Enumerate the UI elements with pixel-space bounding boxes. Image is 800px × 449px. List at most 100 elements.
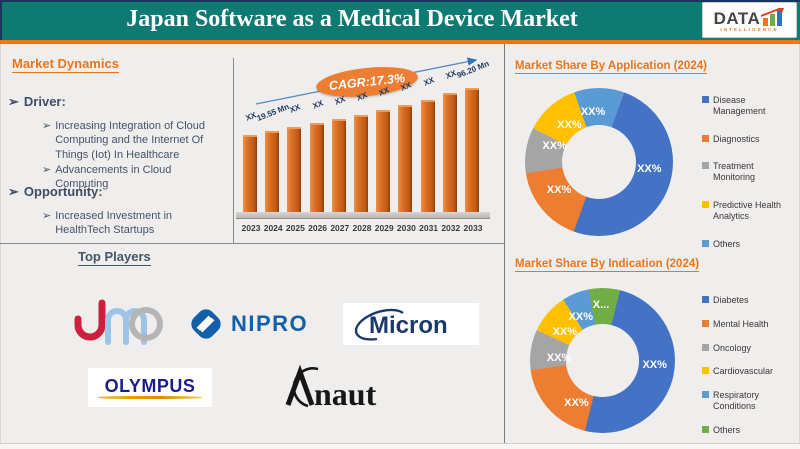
legend-swatch — [702, 200, 709, 208]
bar — [287, 127, 302, 218]
legend-item: Disease Management — [702, 95, 798, 117]
opportunity-points: ➢ Increased Investment in HealthTech Sta… — [42, 209, 224, 239]
bullet-icon: ➢ — [8, 184, 19, 199]
anaut-logo-icon: naut — [285, 364, 377, 412]
donut-slice-label: XX% — [637, 163, 662, 176]
driver-label: Driver: — [23, 94, 66, 109]
bar-year-label: 2026 — [308, 223, 328, 233]
bar-year-label: 2024 — [263, 223, 283, 233]
bar-group-2029: XX 2029 — [373, 60, 395, 233]
anaut-logo: naut — [264, 360, 379, 417]
bar-year-label: 2029 — [374, 223, 394, 233]
olympus-swoosh-icon — [98, 395, 202, 399]
olympus-wordmark: OLYMPUS — [104, 375, 196, 396]
bar-year-label: 2033 — [463, 223, 483, 233]
donut-slice-label: X... — [592, 299, 610, 312]
donut-slice-label: XX% — [642, 358, 667, 371]
legend-swatch — [702, 96, 709, 103]
legend-item: Diagnostics — [702, 134, 798, 145]
legend-item: Respiratory Conditions — [702, 390, 798, 412]
indication-share-title: Market Share By Indication (2024) — [515, 258, 700, 272]
legend-swatch — [702, 296, 709, 303]
legend-swatch — [702, 391, 709, 399]
divider-horizontal — [0, 243, 505, 244]
bar — [354, 115, 368, 218]
legend-swatch — [702, 239, 709, 247]
donut-slice-label: XX% — [564, 396, 589, 409]
legend-label: Cardiovascular — [713, 366, 774, 377]
bar — [309, 123, 324, 218]
logo-wordmark: DATA — [713, 9, 761, 28]
legend-swatch — [702, 134, 709, 142]
bar — [243, 135, 257, 218]
legend-label: Mental Health — [713, 318, 769, 329]
bar — [376, 110, 391, 218]
bar-year-label: 2023 — [241, 223, 261, 233]
bar-group-2032: XX 2032 — [440, 60, 462, 233]
svg-text:Micron: Micron — [369, 312, 448, 339]
jmdc-logo-icon — [74, 299, 163, 345]
nipro-logo: NIPRO — [188, 306, 308, 342]
header: Japan Software as a Medical Device Marke… — [0, 0, 800, 40]
donut-slice-label: XX% — [542, 139, 567, 152]
bar-year-label: 2031 — [419, 223, 439, 233]
driver-heading: ➢ Driver: — [8, 94, 66, 110]
legend-item: Others — [702, 239, 798, 250]
bar-group-2031: XX 2031 — [418, 60, 440, 233]
driver-point-text: Increasing Integration of Cloud Computin… — [55, 120, 206, 161]
legend-swatch — [702, 425, 709, 433]
legend-swatch — [702, 343, 709, 351]
page-title: Japan Software as a Medical Device Marke… — [126, 6, 578, 32]
legend-item: Cardiovascular — [702, 366, 798, 377]
bar-group-2025: XX 2025 — [284, 60, 306, 233]
bar-year-label: 2025 — [285, 223, 305, 233]
nipro-wordmark: NIPRO — [231, 311, 309, 336]
divider-vertical-left — [233, 58, 234, 243]
bar-year-label: 2030 — [396, 223, 416, 233]
bar-group-2026: XX 2026 — [307, 60, 329, 233]
application-donut: XX% XX% XX% XX% XX% — [525, 88, 673, 236]
chart-floor — [236, 212, 490, 219]
legend-item: Oncology — [702, 343, 798, 354]
opportunity-label: Opportunity: — [23, 184, 103, 199]
donut-slice-label: XX% — [546, 184, 572, 197]
indication-legend: Diabetes Mental Health Oncology Cardiova… — [702, 295, 798, 436]
legend-item: Others — [702, 425, 798, 436]
datam-logo: DATA INTELLIGENCE — [702, 2, 797, 38]
bar — [442, 93, 457, 218]
opportunity-point: ➢ Increased Investment in HealthTech Sta… — [42, 209, 224, 238]
bar — [398, 105, 413, 218]
driver-point: ➢ Advancements in Cloud Computing — [42, 163, 224, 192]
bar — [465, 88, 479, 218]
svg-text:naut: naut — [314, 376, 377, 412]
driver-points: ➢ Increasing Integration of Cloud Comput… — [42, 119, 224, 192]
bar-year-label: 2027 — [330, 223, 350, 233]
legend-label: Oncology — [713, 342, 752, 353]
legend-item: Diabetes — [702, 295, 798, 306]
bar-group-2033: 96.20 Mn 2033 — [456, 59, 491, 233]
bar-chart-bars: XX 2023 19.55 Mn 2024 XX 2025 XX 2026 XX 2027 XX 20… — [240, 59, 491, 233]
donut-slice-label: XX% — [552, 325, 578, 338]
application-share-title: Market Share By Application (2024) — [515, 60, 707, 74]
bar-group-2024: 19.55 Mn 2024 — [256, 60, 291, 233]
divider-vertical-right — [504, 44, 505, 443]
donut-slice-label: XX% — [580, 105, 606, 118]
donut-slice-label: XX% — [568, 311, 593, 323]
legend-label: Treatment Monitoring — [713, 161, 756, 183]
logo-bars-icon — [761, 8, 785, 26]
bullet-icon: ➢ — [42, 210, 52, 222]
market-dynamics-title: Market Dynamics — [12, 56, 119, 73]
top-players-title: Top Players — [78, 249, 151, 266]
bar-year-label: 2028 — [352, 223, 372, 233]
bar-group-2028: XX 2028 — [351, 60, 373, 233]
legend-label: Others — [713, 238, 741, 249]
bar-year-label: 2032 — [441, 223, 461, 233]
legend-label: Predictive Health Analytics — [713, 199, 782, 221]
bar-group-2023: XX 2023 — [240, 60, 262, 233]
jmdc-logo — [60, 290, 165, 355]
bar — [331, 119, 346, 218]
donut-slice-label: XX% — [557, 119, 582, 131]
micron-logo-icon: Micron — [354, 308, 448, 341]
bar-group-2030: XX 2030 — [395, 60, 417, 233]
